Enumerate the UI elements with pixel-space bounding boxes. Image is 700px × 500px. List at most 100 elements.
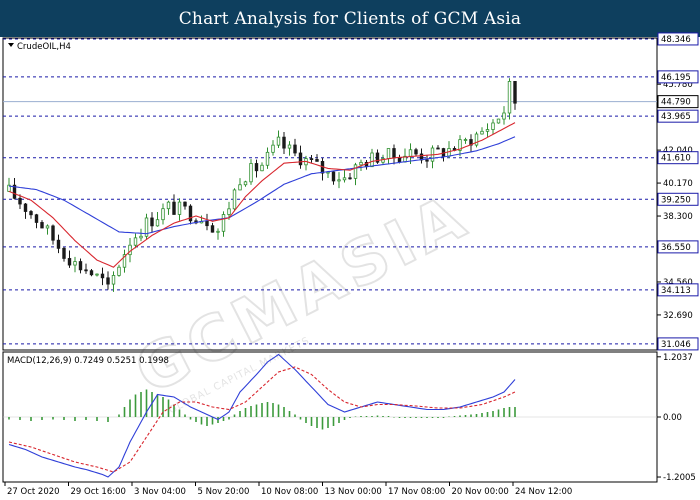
candle [370,148,374,168]
candle [463,137,468,144]
candle-body [40,222,44,229]
time-axis-label: 17 Nov 08:00 [388,487,445,497]
level-tag: 43.965 [657,109,699,123]
level-tag-label: 34.113 [661,286,691,296]
candle-body [496,118,501,124]
candle [260,162,264,172]
macd-indicator-label: MACD(12,26,9) 0.7249 0.5251 0.1998 [7,356,169,366]
candle-body [150,217,154,227]
candle-body [221,214,226,232]
candle [353,162,358,186]
price-axis-label: 42.040 [663,146,693,156]
time-axis-label: 24 Nov 12:00 [515,487,572,497]
level-tag-box [657,109,699,123]
candle [106,271,110,290]
candle [221,211,226,237]
candle-body [177,201,182,215]
candle-body [106,277,110,285]
candle [205,213,209,231]
candle-body [210,225,215,233]
candle [309,155,314,163]
candle-body [172,201,176,215]
candle-body [7,184,11,192]
candle-body [287,144,292,149]
candle [150,212,154,233]
candle [23,203,28,219]
candle-body [282,136,286,149]
candle [199,215,204,224]
candle-body [29,211,33,216]
level-tag-label: 41.610 [661,154,691,164]
macd-line [8,353,516,478]
candle-body [23,203,28,212]
level-tag-box [657,240,699,254]
candle [144,213,149,240]
candle [194,218,198,225]
candle-body [337,179,341,182]
candle-body [34,214,39,223]
candle [502,106,506,125]
candle [34,213,39,229]
candle-body [111,275,116,285]
candle-body [265,151,270,166]
candle [232,188,237,212]
candle [155,211,160,227]
candle [480,127,484,135]
candle [62,246,66,262]
candle [337,172,341,189]
candle [293,138,297,157]
candle [436,145,440,150]
level-tag-box [657,337,699,351]
candle [271,140,275,156]
candle [73,256,77,273]
candle [249,159,253,185]
level-tag-label: 48.346 [661,35,691,45]
level-tag: 41.610 [657,151,699,165]
level-tag: 39.250 [657,192,699,206]
candle [364,160,369,170]
candle-body [480,130,484,135]
candle-body [353,164,358,179]
price-axis-label: 45.780 [663,80,693,90]
current-price-label: 44.790 [661,98,691,108]
price-axis-label: 40.170 [663,179,693,189]
time-axis-label: 20 Nov 00:00 [452,487,509,497]
time-axis-label: 3 Nov 04:00 [134,487,186,497]
candle-body [331,171,336,182]
candle-body [117,266,121,276]
candle-body [392,148,396,158]
macd-axis-label: 0.00 [663,413,682,423]
candle [375,149,380,164]
candle [216,228,220,240]
candle-body [342,177,347,181]
candle-body [425,159,429,162]
candle [513,81,517,110]
candle-body [474,133,479,146]
candle [243,180,248,187]
level-tag-label: 46.195 [661,73,691,83]
candle [133,233,138,249]
candle [67,250,72,268]
candle-body [315,159,319,162]
candle [282,131,286,154]
candle [183,201,187,210]
price-pane-border [2,37,658,351]
time-axis-label: 10 Nov 08:00 [261,487,318,497]
level-tag-label: 36.550 [661,243,691,253]
candle-body [144,217,149,237]
price-axis-label: 38.300 [663,212,693,222]
level-tag: 36.550 [657,240,699,254]
price-axis-label: 32.690 [663,311,693,321]
candle-body [513,81,517,104]
level-tag-box [657,70,699,84]
candle [117,264,121,277]
candle [51,224,55,245]
candle [95,273,99,277]
level-tag: 46.195 [657,70,699,84]
candle [238,178,242,191]
candle [111,271,116,292]
level-tag-label: 31.046 [661,340,691,350]
candle-body [249,163,253,183]
candle [7,177,11,192]
banner-title: Chart Analysis for Clients of GCM Asia [178,8,522,29]
